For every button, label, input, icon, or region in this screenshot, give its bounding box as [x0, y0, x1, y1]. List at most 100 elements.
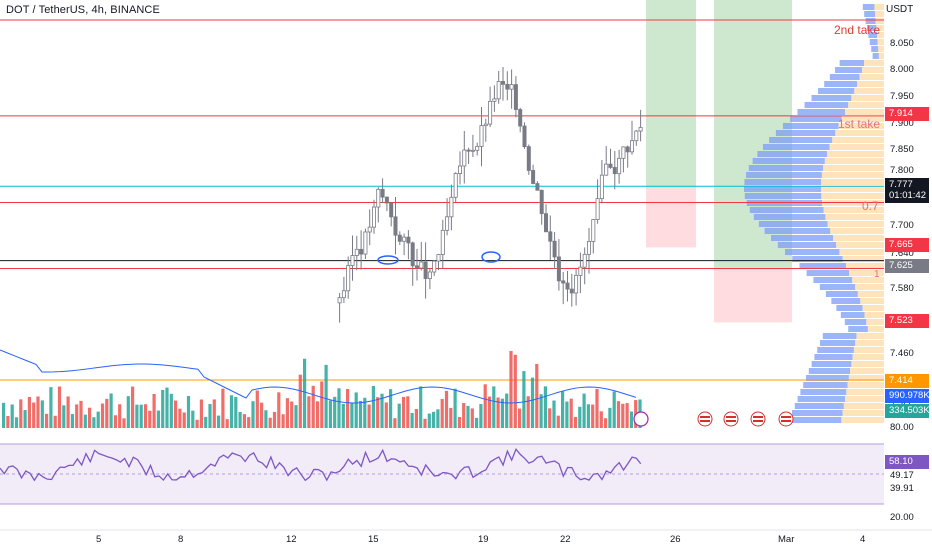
volume-profile-down	[764, 228, 831, 234]
volume-profile-up	[838, 123, 884, 129]
volume-bar	[380, 393, 384, 428]
candle-body	[475, 146, 480, 151]
volume-bar	[320, 381, 324, 428]
volume-profile-up	[851, 361, 884, 367]
volume-bar	[100, 403, 105, 428]
volume-bar	[208, 404, 212, 428]
volume-bar	[470, 408, 474, 428]
volume-bar	[32, 402, 36, 428]
volume-profile-down	[820, 340, 856, 346]
volume-bar	[204, 416, 208, 428]
volume-bar	[126, 396, 130, 428]
volume-profile-up	[821, 172, 884, 178]
volume-bar	[113, 415, 117, 428]
volume-profile-down	[744, 179, 822, 185]
volume-bar	[139, 404, 143, 428]
volume-profile-up	[827, 151, 884, 157]
time-tick: Mar	[778, 534, 795, 545]
volume-profile-up	[835, 130, 884, 136]
us-flag-event-icon	[750, 411, 766, 427]
volume-profile-up	[821, 179, 884, 185]
volume-bar	[552, 400, 556, 428]
time-tick: 5	[96, 534, 102, 545]
us-flag-event-icon	[723, 411, 739, 427]
candle-body	[346, 265, 351, 292]
volume-bar	[530, 377, 535, 428]
volume-profile-up	[856, 333, 884, 339]
currency-badge[interactable]: USDT	[886, 4, 913, 15]
volume-bar	[406, 396, 410, 428]
symbol-title[interactable]: DOT / TetherUS, 4h, BINANCE	[6, 4, 160, 16]
volume-profile-up	[852, 277, 884, 283]
volume-profile-up	[876, 32, 884, 38]
volume-bar	[518, 408, 522, 428]
flag-stripe	[781, 416, 791, 418]
volume-profile-up	[841, 116, 884, 122]
volume-profile-down	[749, 207, 824, 213]
volume-ma-line	[0, 349, 637, 404]
volume-bar	[272, 411, 277, 428]
volume-bar	[397, 403, 401, 428]
time-tick: 15	[368, 534, 379, 545]
volume-profile-down	[806, 375, 849, 381]
volume-profile-down	[862, 4, 875, 10]
volume-profile-up	[843, 403, 884, 409]
volume-bar	[195, 419, 199, 428]
volume-profile-down	[748, 165, 824, 171]
price-tag: 7.625	[885, 259, 929, 273]
volume-bar	[122, 418, 126, 428]
volume-profile-down	[799, 263, 846, 269]
volume-bar	[40, 400, 44, 428]
price-tick: 7.800	[890, 165, 914, 176]
volume-bar	[165, 387, 169, 428]
volume-profile-up	[832, 137, 884, 143]
volume-profile-down	[806, 270, 850, 276]
volume-bar	[156, 410, 160, 428]
candle-body	[612, 167, 617, 175]
volume-bar	[96, 411, 100, 428]
flag-stripe	[700, 416, 710, 418]
volume-bar	[535, 364, 539, 428]
candle-body	[341, 290, 346, 299]
volume-bar	[616, 401, 621, 428]
candle-body	[539, 189, 544, 215]
volume-profile-up	[877, 39, 884, 45]
volume-bar	[393, 418, 397, 428]
volume-profile-down	[819, 284, 856, 290]
volume-bar	[496, 397, 500, 428]
volume-profile-down	[797, 396, 846, 402]
candle-body	[509, 84, 514, 90]
volume-profile-down	[775, 130, 836, 136]
volume-bar	[62, 405, 66, 428]
volume-profile-down	[797, 109, 846, 115]
volume-profile-up	[852, 354, 884, 360]
price-tick: 7.850	[890, 144, 914, 155]
time-tick: 26	[670, 534, 681, 545]
candle-body	[488, 100, 493, 125]
volume-bar	[251, 401, 255, 428]
candle-body	[496, 81, 501, 100]
volume-profile-down	[758, 221, 828, 227]
volume-bar	[410, 412, 414, 428]
volume-bar	[277, 392, 281, 428]
volume-profile-down	[864, 11, 876, 17]
candle-body	[432, 260, 437, 273]
price-tick: 8.050	[890, 38, 914, 49]
candle-body	[599, 174, 604, 200]
candle-body	[466, 149, 471, 152]
volume-profile-up	[878, 46, 884, 52]
volume-bar	[238, 411, 242, 428]
volume-bar	[70, 414, 74, 428]
volume-bar	[19, 399, 23, 428]
volume-profile-down	[784, 249, 840, 255]
volume-bar	[539, 394, 543, 428]
candle-body	[393, 216, 398, 236]
candle-body	[574, 274, 579, 294]
volume-profile-down	[762, 144, 830, 150]
price-tick: 7.950	[890, 91, 914, 102]
candle-body	[470, 149, 475, 152]
price-tag: 7.914	[885, 107, 929, 121]
volume-bar	[337, 388, 341, 428]
